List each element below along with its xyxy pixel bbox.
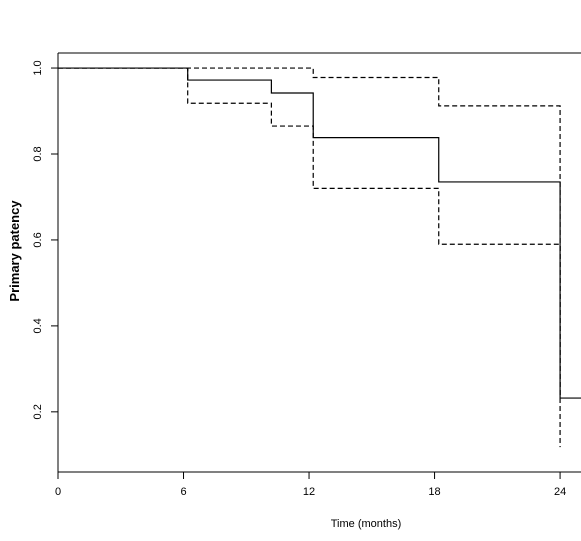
y-axis-title: Primary patency <box>7 200 22 302</box>
y-tick-label: 0.6 <box>32 232 44 247</box>
plot-frame <box>57 52 581 473</box>
y-tick-label: 0.4 <box>32 318 44 333</box>
x-tick-label: 18 <box>428 486 440 498</box>
x-tick-label: 0 <box>55 486 61 498</box>
x-tick-label: 6 <box>180 486 186 498</box>
ci-curve-2 <box>58 67 561 399</box>
series-group <box>58 67 581 448</box>
ci-curve-1 <box>58 67 561 448</box>
x-tick-label: 24 <box>554 486 566 498</box>
y-tick-label: 0.8 <box>32 146 44 161</box>
x-axis-title: Time (months) <box>331 518 402 530</box>
y-tick-label: 1.0 <box>32 60 44 75</box>
x-ticks: 0 6 12 18 24 <box>55 472 566 498</box>
y-ticks: 0.2 0.4 0.6 0.8 1.0 <box>32 60 58 419</box>
x-tick-label: 12 <box>303 486 315 498</box>
survival-curve-0 <box>58 67 581 399</box>
y-tick-label: 0.2 <box>32 404 44 419</box>
